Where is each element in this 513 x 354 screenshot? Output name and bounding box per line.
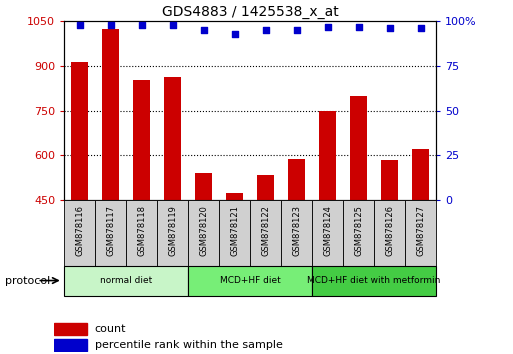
Text: GSM878125: GSM878125	[354, 205, 363, 256]
Text: MCD+HF diet with metformin: MCD+HF diet with metformin	[307, 276, 441, 285]
Text: MCD+HF diet: MCD+HF diet	[220, 276, 281, 285]
Point	[324, 24, 332, 29]
Text: GSM878119: GSM878119	[168, 205, 177, 256]
Point	[137, 22, 146, 28]
Point	[200, 27, 208, 33]
Bar	[54, 338, 87, 350]
Text: GSM878117: GSM878117	[106, 205, 115, 256]
FancyBboxPatch shape	[188, 200, 219, 266]
Point	[385, 25, 393, 31]
Bar	[133, 80, 150, 200]
FancyBboxPatch shape	[219, 200, 250, 266]
FancyBboxPatch shape	[157, 200, 188, 266]
Text: GSM878122: GSM878122	[261, 205, 270, 256]
Bar	[102, 29, 119, 200]
Text: GSM878123: GSM878123	[292, 205, 301, 256]
Text: protocol: protocol	[5, 275, 50, 286]
Text: GSM878124: GSM878124	[323, 205, 332, 256]
Bar	[257, 175, 274, 200]
Point	[262, 27, 270, 33]
Bar	[54, 322, 87, 335]
Point	[75, 22, 84, 28]
FancyBboxPatch shape	[374, 200, 405, 266]
Text: GSM878116: GSM878116	[75, 205, 84, 256]
Bar	[164, 77, 181, 200]
Text: GSM878127: GSM878127	[416, 205, 425, 256]
FancyBboxPatch shape	[312, 266, 436, 296]
Bar	[319, 111, 336, 200]
Point	[292, 27, 301, 33]
Text: GSM878121: GSM878121	[230, 205, 239, 256]
Bar	[412, 149, 429, 200]
Bar	[381, 160, 398, 200]
FancyBboxPatch shape	[312, 200, 343, 266]
Title: GDS4883 / 1425538_x_at: GDS4883 / 1425538_x_at	[162, 5, 339, 19]
FancyBboxPatch shape	[250, 200, 281, 266]
Text: normal diet: normal diet	[100, 276, 152, 285]
FancyBboxPatch shape	[64, 266, 188, 296]
Bar	[71, 62, 88, 200]
Text: GSM878118: GSM878118	[137, 205, 146, 256]
Point	[168, 22, 176, 28]
FancyBboxPatch shape	[281, 200, 312, 266]
Point	[417, 25, 425, 31]
Point	[107, 22, 115, 28]
Text: GSM878126: GSM878126	[385, 205, 394, 256]
FancyBboxPatch shape	[343, 200, 374, 266]
Point	[354, 24, 363, 29]
Bar	[350, 96, 367, 200]
FancyBboxPatch shape	[405, 200, 436, 266]
Text: GSM878120: GSM878120	[199, 205, 208, 256]
FancyBboxPatch shape	[95, 200, 126, 266]
Bar	[195, 173, 212, 200]
Text: count: count	[95, 324, 126, 334]
FancyBboxPatch shape	[64, 200, 95, 266]
FancyBboxPatch shape	[188, 266, 312, 296]
Bar	[288, 159, 305, 200]
Text: percentile rank within the sample: percentile rank within the sample	[95, 339, 283, 350]
Point	[230, 31, 239, 36]
Bar	[226, 193, 243, 200]
FancyBboxPatch shape	[126, 200, 157, 266]
